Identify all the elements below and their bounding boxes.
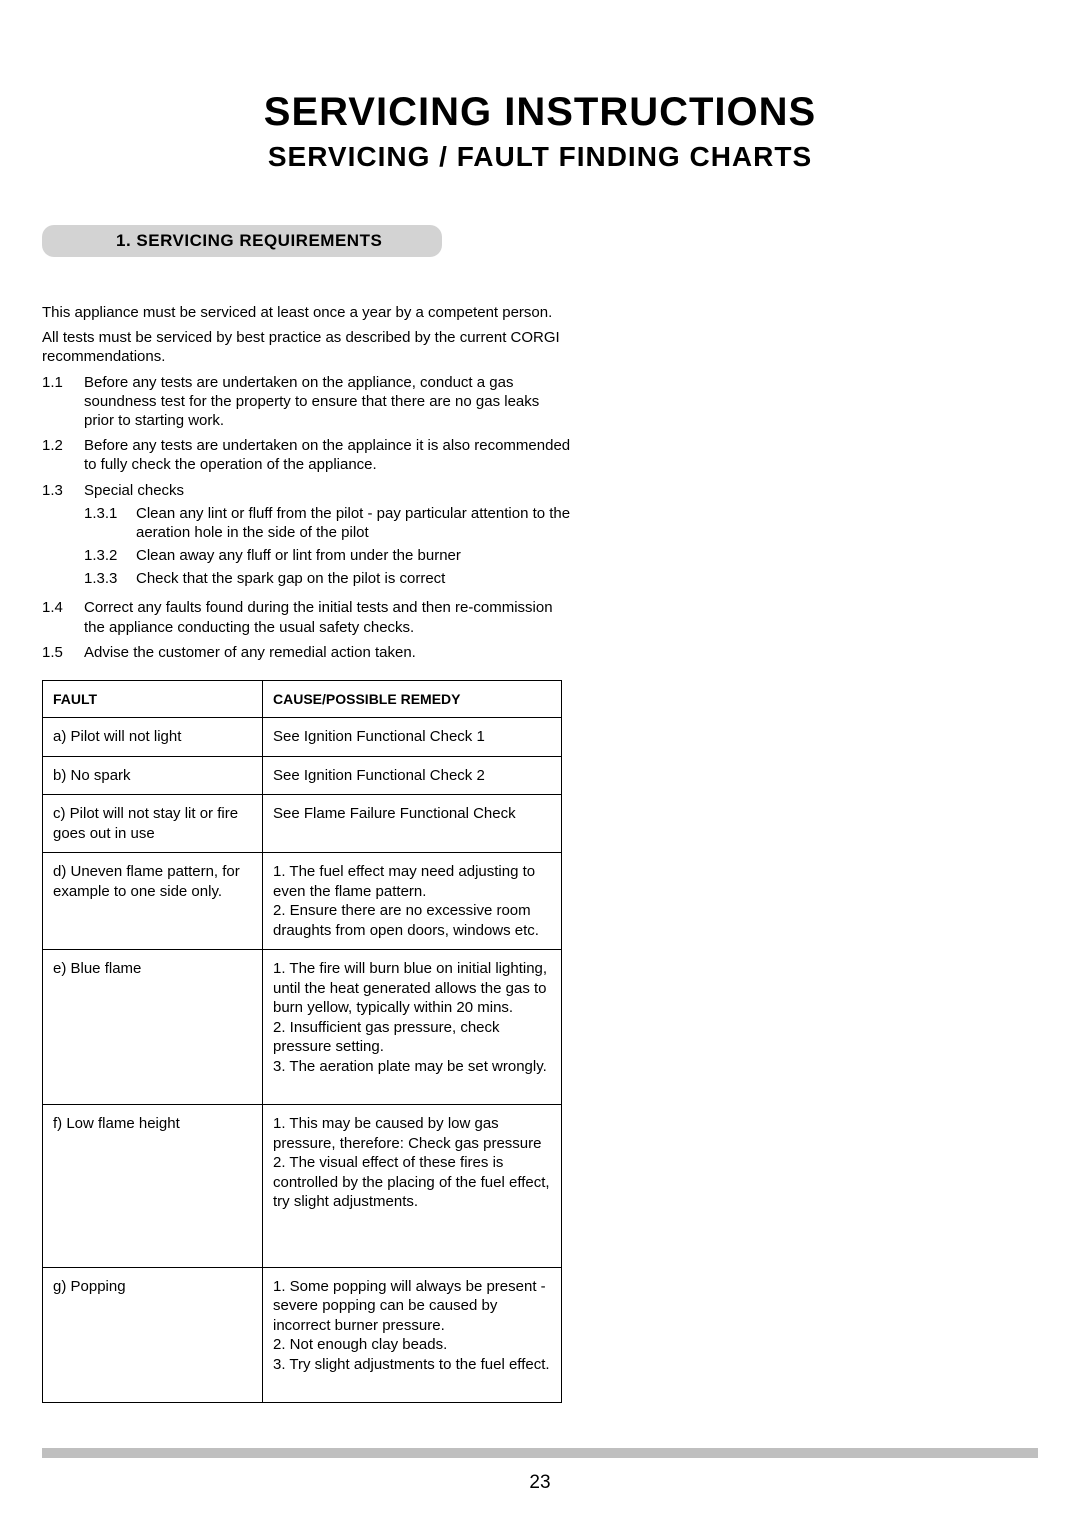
table-row: a) Pilot will not lightSee Ignition Func… (43, 718, 562, 757)
item-text: Correct any faults found during the init… (84, 598, 572, 636)
sub-list-item: 1.3.3 Check that the spark gap on the pi… (84, 569, 572, 588)
sub-list-item: 1.3.1 Clean any lint or fluff from the p… (84, 504, 572, 542)
cell-fault: c) Pilot will not stay lit or fire goes … (43, 795, 263, 853)
item-number: 1.1 (42, 373, 84, 431)
item-text-inner: Special checks (84, 482, 184, 499)
cell-fault: d) Uneven flame pattern, for example to … (43, 853, 263, 950)
intro-para-2: All tests must be serviced by best pract… (42, 328, 572, 366)
sub-list-item: 1.3.2 Clean away any fluff or lint from … (84, 546, 572, 565)
table-row: g) Popping1. Some popping will always be… (43, 1267, 562, 1403)
numbered-list: 1.1 Before any tests are undertaken on t… (42, 373, 572, 662)
page-number: 23 (0, 1472, 1080, 1494)
content-body: This appliance must be serviced at least… (42, 303, 572, 1403)
list-item: 1.2 Before any tests are undertaken on t… (42, 436, 572, 474)
list-item: 1.4 Correct any faults found during the … (42, 598, 572, 636)
table-row: b) No sparkSee Ignition Functional Check… (43, 756, 562, 795)
table-row: d) Uneven flame pattern, for example to … (43, 853, 562, 950)
table-row: e) Blue flame1. The fire will burn blue … (43, 950, 562, 1105)
cell-fault: a) Pilot will not light (43, 718, 263, 757)
cell-remedy: 1. Some popping will always be present -… (263, 1267, 562, 1403)
item-text: Special checks 1.3.1 Clean any lint or f… (84, 481, 572, 593)
item-number: 1.4 (42, 598, 84, 636)
cell-remedy: 1. The fire will burn blue on initial li… (263, 950, 562, 1105)
item-number: 1.2 (42, 436, 84, 474)
cell-fault: g) Popping (43, 1267, 263, 1403)
cell-remedy: 1. The fuel effect may need adjusting to… (263, 853, 562, 950)
page-title-main: SERVICING INSTRUCTIONS (42, 90, 1038, 135)
item-text: Advise the customer of any remedial acti… (84, 643, 572, 662)
cell-fault: e) Blue flame (43, 950, 263, 1105)
subitem-number: 1.3.2 (84, 546, 136, 565)
cell-fault: f) Low flame height (43, 1105, 263, 1268)
list-item: 1.5 Advise the customer of any remedial … (42, 643, 572, 662)
subitem-number: 1.3.1 (84, 504, 136, 542)
section-heading: 1. SERVICING REQUIREMENTS (42, 225, 442, 257)
table-row: f) Low flame height1. This may be caused… (43, 1105, 562, 1268)
cell-remedy: See Flame Failure Functional Check (263, 795, 562, 853)
subitem-text: Check that the spark gap on the pilot is… (136, 569, 572, 588)
intro-para-1: This appliance must be serviced at least… (42, 303, 572, 322)
cell-remedy: See Ignition Functional Check 1 (263, 718, 562, 757)
header-fault: FAULT (43, 681, 263, 718)
item-number: 1.3 (42, 481, 84, 593)
table-header-row: FAULT CAUSE/POSSIBLE REMEDY (43, 681, 562, 718)
fault-table: FAULT CAUSE/POSSIBLE REMEDY a) Pilot wil… (42, 680, 562, 1403)
table-row: c) Pilot will not stay lit or fire goes … (43, 795, 562, 853)
page-title-sub: SERVICING / FAULT FINDING CHARTS (42, 141, 1038, 173)
subitem-text: Clean away any fluff or lint from under … (136, 546, 572, 565)
item-text: Before any tests are undertaken on the a… (84, 436, 572, 474)
footer-bar (42, 1448, 1038, 1458)
cell-fault: b) No spark (43, 756, 263, 795)
item-number: 1.5 (42, 643, 84, 662)
item-text: Before any tests are undertaken on the a… (84, 373, 572, 431)
cell-remedy: 1. This may be caused by low gas pressur… (263, 1105, 562, 1268)
header-remedy: CAUSE/POSSIBLE REMEDY (263, 681, 562, 718)
list-item: 1.3 Special checks 1.3.1 Clean any lint … (42, 481, 572, 593)
sub-list: 1.3.1 Clean any lint or fluff from the p… (84, 504, 572, 589)
list-item: 1.1 Before any tests are undertaken on t… (42, 373, 572, 431)
subitem-number: 1.3.3 (84, 569, 136, 588)
subitem-text: Clean any lint or fluff from the pilot -… (136, 504, 572, 542)
cell-remedy: See Ignition Functional Check 2 (263, 756, 562, 795)
